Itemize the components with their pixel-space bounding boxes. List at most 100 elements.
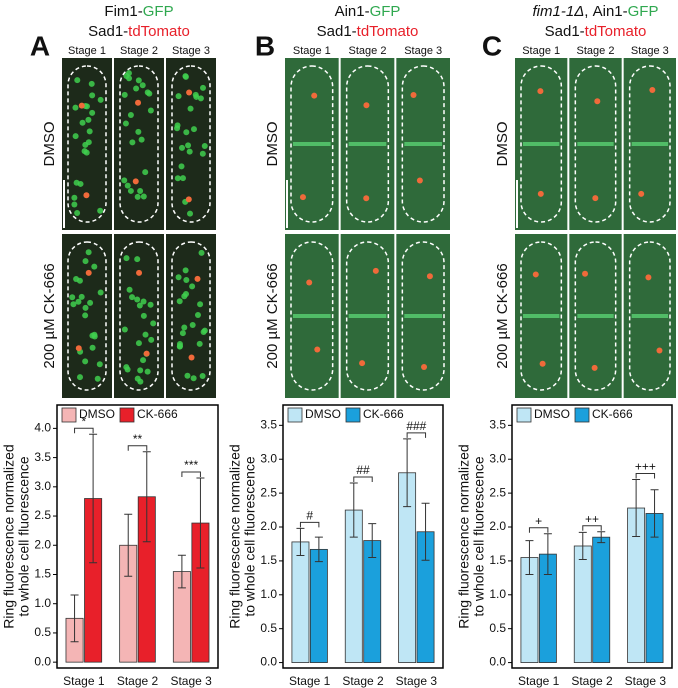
bar: [363, 540, 382, 663]
ring: [293, 314, 331, 318]
title-part: , Ain1-: [584, 3, 627, 20]
patch: [196, 340, 203, 347]
error-bar: [597, 531, 606, 544]
patch: [97, 96, 104, 103]
x-tick-label: Stage 2: [571, 674, 613, 688]
spb: [194, 275, 201, 282]
ring: [523, 314, 560, 318]
patch: [137, 378, 144, 385]
bar: [309, 548, 328, 663]
spb: [188, 354, 195, 361]
patch: [121, 177, 128, 184]
patch: [139, 82, 146, 89]
micrograph: [166, 234, 216, 398]
patch: [144, 89, 151, 96]
bar: [291, 541, 310, 663]
bar: [592, 536, 611, 663]
patch: [126, 286, 133, 293]
patch: [175, 274, 182, 281]
panel-letter: B: [255, 30, 275, 61]
significance-bracket: [353, 476, 373, 482]
spb: [85, 269, 92, 276]
patch: [121, 326, 128, 333]
cell-outline: [401, 65, 445, 223]
row-label: 200 µM CK-666: [41, 263, 58, 368]
x-tick-label: Stage 3: [396, 674, 438, 688]
patch: [200, 84, 207, 91]
error-bar: [650, 489, 659, 538]
row-label: DMSO: [264, 122, 281, 167]
patch: [91, 331, 98, 338]
significance-bracket: [635, 473, 656, 479]
y-tick-label: 0.0: [489, 655, 506, 669]
spb: [78, 102, 85, 109]
patch: [97, 207, 104, 214]
patch: [140, 312, 147, 319]
spb: [645, 274, 652, 281]
patch: [125, 70, 132, 77]
cell-outline: [290, 241, 334, 391]
significance-label: ##: [356, 463, 370, 477]
patch: [185, 142, 192, 149]
patch: [176, 340, 183, 347]
significance-label: ++: [585, 512, 599, 526]
ring: [577, 142, 614, 146]
patch: [88, 80, 95, 87]
title-part: Ain1-: [335, 3, 370, 20]
patch: [78, 293, 85, 300]
y-axis-label: to whole cell fluorescence: [471, 456, 487, 617]
error-bar: [177, 554, 186, 589]
patch: [179, 330, 186, 337]
patch: [82, 312, 89, 319]
patch: [135, 77, 142, 84]
patch: [72, 104, 79, 111]
legend-swatch: [345, 407, 361, 423]
ring: [631, 314, 668, 318]
legend-swatch: [287, 407, 303, 423]
stage-label: Stage 2: [577, 45, 615, 57]
spb: [186, 89, 193, 96]
patch: [121, 91, 128, 98]
x-tick-label: Stage 1: [289, 674, 331, 688]
cell-outline: [520, 65, 563, 223]
spb: [75, 345, 82, 352]
y-tick-label: 0.0: [260, 655, 277, 669]
patch: [175, 93, 182, 100]
title-part: GFP: [370, 3, 401, 20]
patch: [190, 375, 197, 382]
y-tick-label: 2.5: [489, 485, 506, 499]
error-bar: [314, 536, 323, 563]
significance-bracket: [299, 521, 320, 528]
cell-outline: [520, 241, 563, 391]
significance-bracket: [582, 525, 602, 531]
row-label: DMSO: [41, 122, 58, 167]
x-tick-label: Stage 2: [117, 674, 159, 688]
error-bar: [368, 523, 377, 559]
x-tick-label: Stage 2: [342, 674, 384, 688]
spb: [314, 346, 321, 353]
patch: [148, 336, 155, 343]
legend-swatch: [574, 407, 590, 423]
patch: [94, 375, 101, 382]
stage-label: Stage 1: [68, 45, 106, 57]
patch: [97, 289, 104, 296]
y-axis-label: Ring fluorescence normalized: [1, 444, 17, 628]
y-tick-label: 4.0: [34, 421, 51, 435]
subtitle-part: Sad1-: [317, 23, 357, 40]
x-tick-label: Stage 3: [170, 674, 212, 688]
cell-outline: [119, 241, 159, 391]
legend-label: CK-666: [137, 407, 178, 421]
ring: [577, 314, 614, 318]
patch: [183, 277, 190, 284]
x-tick-label: Stage 1: [518, 674, 560, 688]
x-tick-label: Stage 3: [625, 674, 667, 688]
spb: [537, 88, 544, 95]
patch: [199, 150, 206, 157]
y-tick-label: 3.0: [260, 451, 277, 465]
y-tick-label: 3.5: [260, 418, 277, 432]
patch: [197, 95, 204, 102]
patch: [81, 148, 88, 155]
micrograph: [166, 58, 216, 230]
panel-title: fim1-1Δ, Ain1-GFP: [533, 3, 659, 20]
spb: [582, 270, 589, 277]
